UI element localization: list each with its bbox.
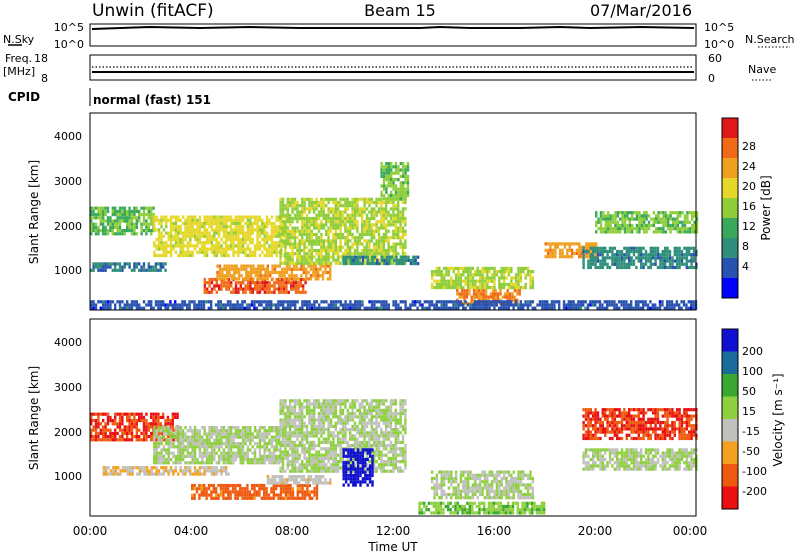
power-cbar-tick-24: 24 [742, 160, 756, 173]
vel-cbar-tick-200: 200 [742, 345, 763, 358]
power-cbar-swatch-3 [722, 178, 738, 199]
count-tick-left-top: 10^5 [54, 21, 84, 34]
freq-label-1: Freq. [5, 52, 32, 65]
freq-tick-top: 18 [34, 52, 48, 65]
power-colorbar [722, 118, 738, 299]
power-cbar-tick-20: 20 [742, 180, 756, 193]
power-cbar-swatch-5 [722, 218, 738, 239]
vel-ytick-1000: 1000 [54, 470, 82, 483]
velocity-heatmap [90, 399, 698, 514]
vel-cbar-swatch-3 [722, 397, 738, 420]
power-ytick-3000: 3000 [54, 175, 82, 188]
cpid-label: CPID [8, 90, 40, 104]
power-cbar-swatch-7 [722, 258, 738, 279]
velocity-y-ticks: 4000 3000 2000 1000 [54, 336, 82, 483]
nave-tick-top: 60 [708, 52, 722, 65]
power-cbar-swatch-6 [722, 238, 738, 259]
x-ticks: 00:00 04:00 08:00 12:00 16:00 20:00 00:0… [73, 524, 708, 538]
power-cbar-swatch-1 [722, 138, 738, 159]
power-ytick-1000: 1000 [54, 264, 82, 277]
xtick-0800: 08:00 [275, 524, 310, 538]
vel-cbar-swatch-5 [722, 442, 738, 465]
vel-cbar-swatch-0 [722, 329, 738, 352]
x-axis-label: Time UT [367, 540, 418, 554]
xtick-0000: 00:00 [73, 524, 108, 538]
vel-ytick-2000: 2000 [54, 426, 82, 439]
nsky-trace [92, 27, 694, 29]
vel-cbar-tick-100: 100 [742, 365, 763, 378]
power-cbar-ticks: 28 24 20 16 12 8 4 [742, 140, 756, 273]
vel-cbar-swatch-2 [722, 374, 738, 397]
cpid-value: normal (fast) 151 [93, 93, 211, 107]
vel-cbar-swatch-4 [722, 419, 738, 442]
power-cbar-swatch-0 [722, 118, 738, 139]
vel-cbar-tick-m200: -200 [742, 485, 767, 498]
power-cbar-tick-12: 12 [742, 220, 756, 233]
power-cbar-tick-8: 8 [742, 240, 749, 253]
count-tick-right-top: 10^5 [704, 21, 734, 34]
vel-cbar-swatch-7 [722, 487, 738, 510]
count-tick-right-bottom: 10^0 [704, 38, 734, 51]
power-heatmap [90, 162, 698, 310]
vel-cbar-ticks: 200 100 50 15 -15 -50 -100 -200 [742, 345, 767, 498]
vel-cbar-tick-m15: -15 [742, 425, 760, 438]
power-y-ticks: 4000 3000 2000 1000 [54, 130, 82, 277]
power-ytick-4000: 4000 [54, 130, 82, 143]
xtick-1600: 16:00 [477, 524, 512, 538]
xtick-1200: 12:00 [376, 524, 411, 538]
power-ylabel: Slant Range [km] [27, 160, 41, 264]
power-ytick-2000: 2000 [54, 220, 82, 233]
vel-cbar-label: Velocity [m s⁻¹] [771, 373, 785, 466]
date-label: 07/Mar/2016 [590, 1, 692, 20]
power-cbar-swatch-8 [722, 278, 738, 299]
nave-label: Nave [748, 63, 776, 76]
power-cbar-swatch-4 [722, 198, 738, 219]
vel-cbar-swatch-6 [722, 464, 738, 487]
freq-label-2: [MHz] [3, 65, 35, 78]
vel-ytick-3000: 3000 [54, 381, 82, 394]
freq-tick-bottom: 8 [41, 72, 48, 85]
vel-cbar-tick-m50: -50 [742, 445, 760, 458]
xtick-0400: 04:00 [174, 524, 209, 538]
nave-tick-bottom: 0 [708, 72, 715, 85]
velocity-colorbar [722, 329, 738, 510]
beam-label: Beam 15 [364, 1, 436, 20]
vel-cbar-tick-50: 50 [742, 385, 756, 398]
vel-ytick-4000: 4000 [54, 336, 82, 349]
count-tick-left-bottom: 10^0 [54, 38, 84, 51]
velocity-ylabel: Slant Range [km] [27, 366, 41, 470]
power-cbar-swatch-2 [722, 158, 738, 179]
power-cbar-tick-28: 28 [742, 140, 756, 153]
xtick-2400: 00:00 [673, 524, 708, 538]
nsky-label: N.Sky [3, 33, 35, 46]
power-cbar-label: Power [dB] [759, 175, 773, 240]
radar-title: Unwin (fitACF) [92, 1, 214, 21]
nsearch-label: N.Search [745, 33, 795, 46]
power-cbar-tick-16: 16 [742, 200, 756, 213]
power-cbar-tick-4: 4 [742, 260, 749, 273]
vel-cbar-swatch-1 [722, 352, 738, 375]
xtick-2000: 20:00 [578, 524, 613, 538]
vel-cbar-tick-m100: -100 [742, 465, 767, 478]
vel-cbar-tick-15: 15 [742, 405, 756, 418]
